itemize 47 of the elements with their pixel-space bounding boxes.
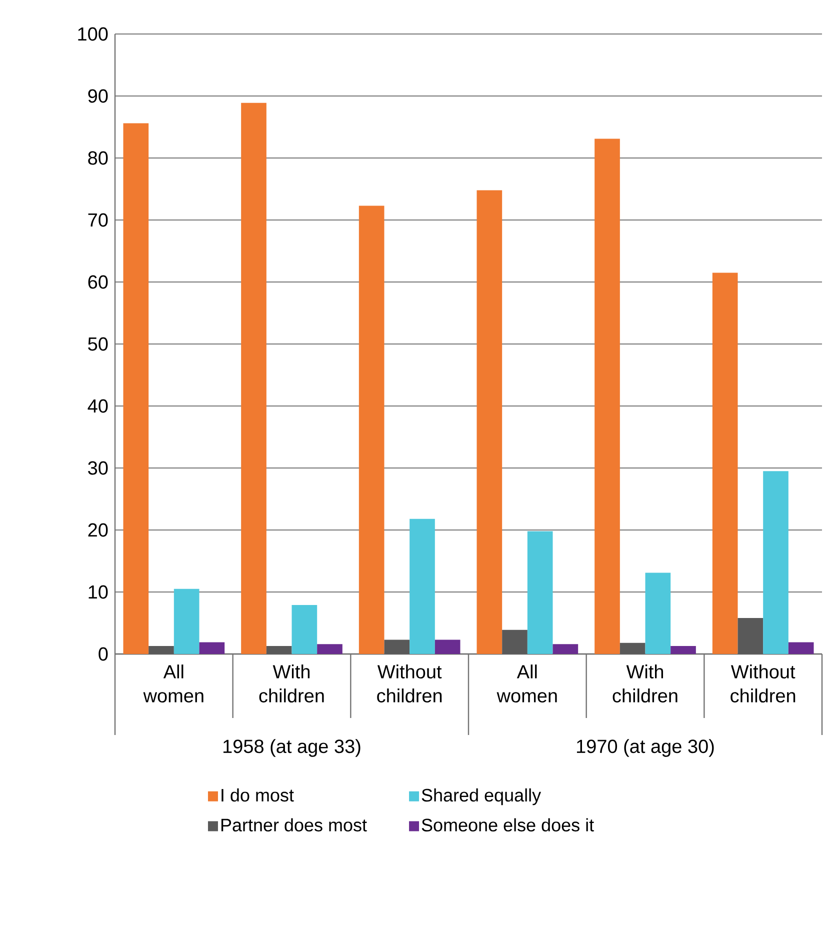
bar bbox=[148, 646, 174, 654]
x-tick-label: With children bbox=[612, 664, 678, 702]
bar bbox=[241, 102, 266, 654]
bar bbox=[763, 471, 788, 654]
y-tick-label: 40 bbox=[88, 399, 108, 413]
y-tick-label: 10 bbox=[88, 585, 108, 599]
bar bbox=[738, 618, 764, 654]
y-tick-label: 60 bbox=[88, 275, 108, 289]
bar bbox=[384, 640, 410, 654]
bar bbox=[712, 272, 738, 654]
bar bbox=[502, 630, 528, 654]
y-tick-label: 70 bbox=[88, 213, 108, 227]
y-tick-label: 100 bbox=[78, 27, 108, 41]
y-tick-label: 0 bbox=[98, 647, 108, 661]
legend-label: Partner does most bbox=[221, 818, 367, 832]
bar bbox=[527, 531, 553, 654]
x-tick-label: With children bbox=[259, 664, 324, 702]
bar bbox=[199, 642, 225, 654]
bar bbox=[552, 644, 578, 654]
text: 1970 (at age 30) bbox=[576, 739, 714, 757]
y-tick-label: 50 bbox=[88, 337, 108, 351]
bar bbox=[476, 190, 502, 654]
bar bbox=[594, 138, 620, 654]
bar bbox=[317, 644, 342, 654]
x-tick-label: All women bbox=[496, 664, 557, 702]
legend-label: Someone else does it bbox=[422, 818, 594, 832]
bar bbox=[670, 646, 696, 654]
legend-label: I do most bbox=[222, 788, 294, 802]
bar bbox=[123, 123, 149, 654]
y-tick-label: 90 bbox=[88, 89, 108, 103]
y-tick-label: 20 bbox=[88, 523, 108, 537]
bar bbox=[434, 640, 460, 654]
text: 1958 (at age 33) bbox=[223, 739, 360, 757]
bar bbox=[266, 646, 292, 654]
bar bbox=[620, 642, 646, 654]
bar bbox=[358, 206, 384, 654]
bar bbox=[788, 642, 814, 654]
legend-label: Shared equally bbox=[422, 788, 542, 806]
x-tick-label: Without children bbox=[377, 664, 442, 702]
x-tick-label: All women bbox=[143, 664, 204, 702]
bar bbox=[645, 572, 671, 654]
x-tick-label: Without children bbox=[730, 664, 796, 702]
bar bbox=[410, 518, 435, 654]
bar bbox=[174, 588, 200, 654]
y-tick-label: 30 bbox=[88, 461, 108, 475]
bar bbox=[292, 605, 318, 654]
y-tick-label: 80 bbox=[88, 151, 108, 165]
